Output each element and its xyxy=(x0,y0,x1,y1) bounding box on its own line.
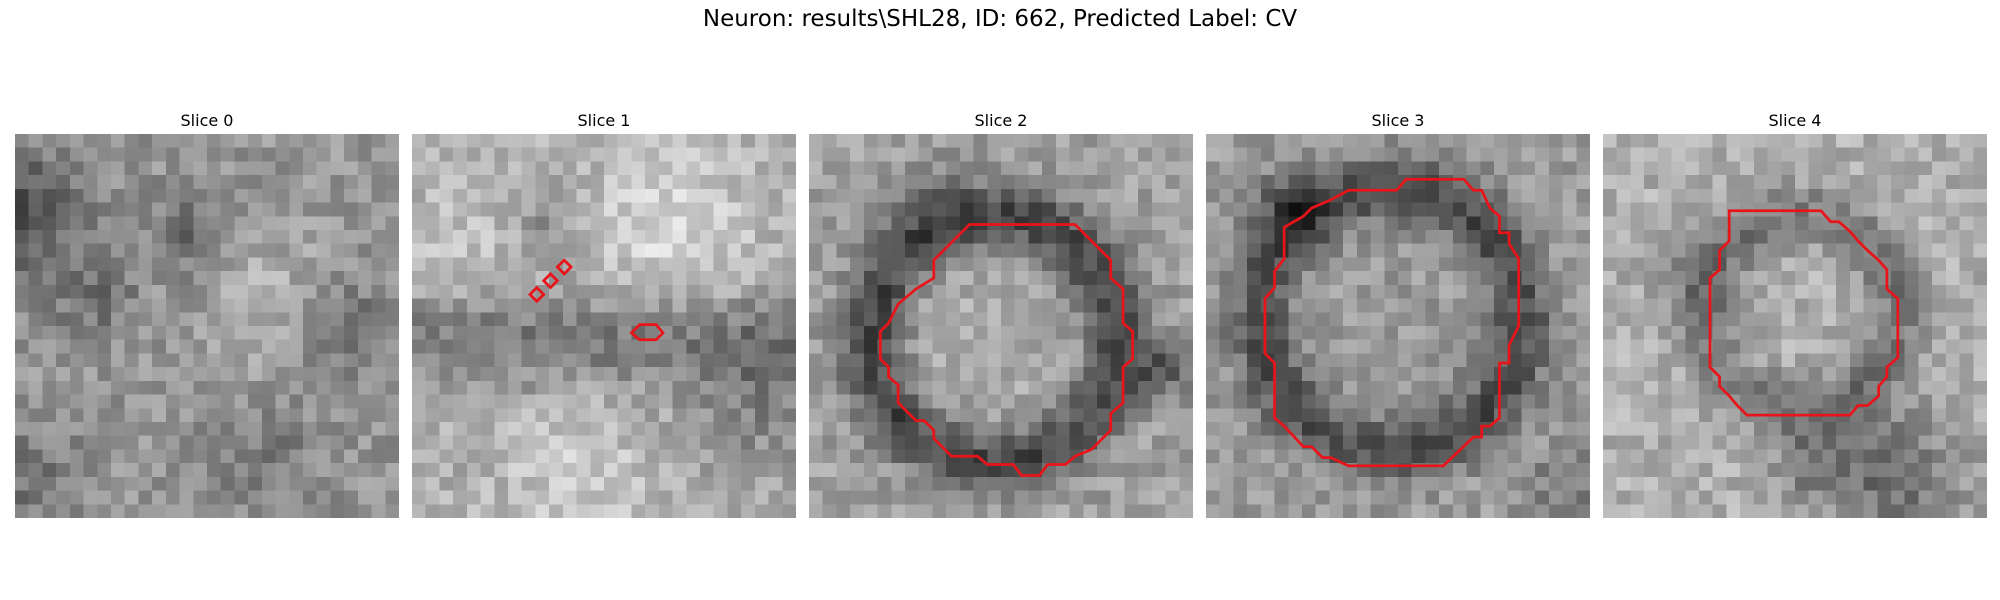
segmentation-contour xyxy=(528,285,546,304)
slice-title: Slice 0 xyxy=(180,111,234,130)
slice-image xyxy=(15,134,399,518)
slice-title: Slice 4 xyxy=(1768,111,1822,130)
segmentation-contour xyxy=(555,258,574,276)
slice-title: Slice 2 xyxy=(974,111,1028,130)
segmentation-contour xyxy=(541,271,560,290)
slice-image xyxy=(809,134,1193,518)
segmentation-contour xyxy=(629,323,665,342)
segmentation-contour xyxy=(1263,177,1521,468)
slice-title: Slice 3 xyxy=(1371,111,1425,130)
slice-panel-1: Slice 1 xyxy=(412,108,796,518)
slice-panel-0: Slice 0 xyxy=(15,108,399,518)
segmentation-contour xyxy=(1708,209,1900,417)
slice-image xyxy=(1603,134,1987,518)
slice-image xyxy=(412,134,796,518)
slice-panel-4: Slice 4 xyxy=(1603,108,1987,518)
slice-panel-2: Slice 2 xyxy=(809,108,1193,518)
slice-title: Slice 1 xyxy=(577,111,631,130)
figure-title: Neuron: results\SHL28, ID: 662, Predicte… xyxy=(702,6,1298,32)
slice-image xyxy=(1206,134,1590,518)
segmentation-contour xyxy=(878,223,1135,477)
slice-panel-3: Slice 3 xyxy=(1206,108,1590,518)
